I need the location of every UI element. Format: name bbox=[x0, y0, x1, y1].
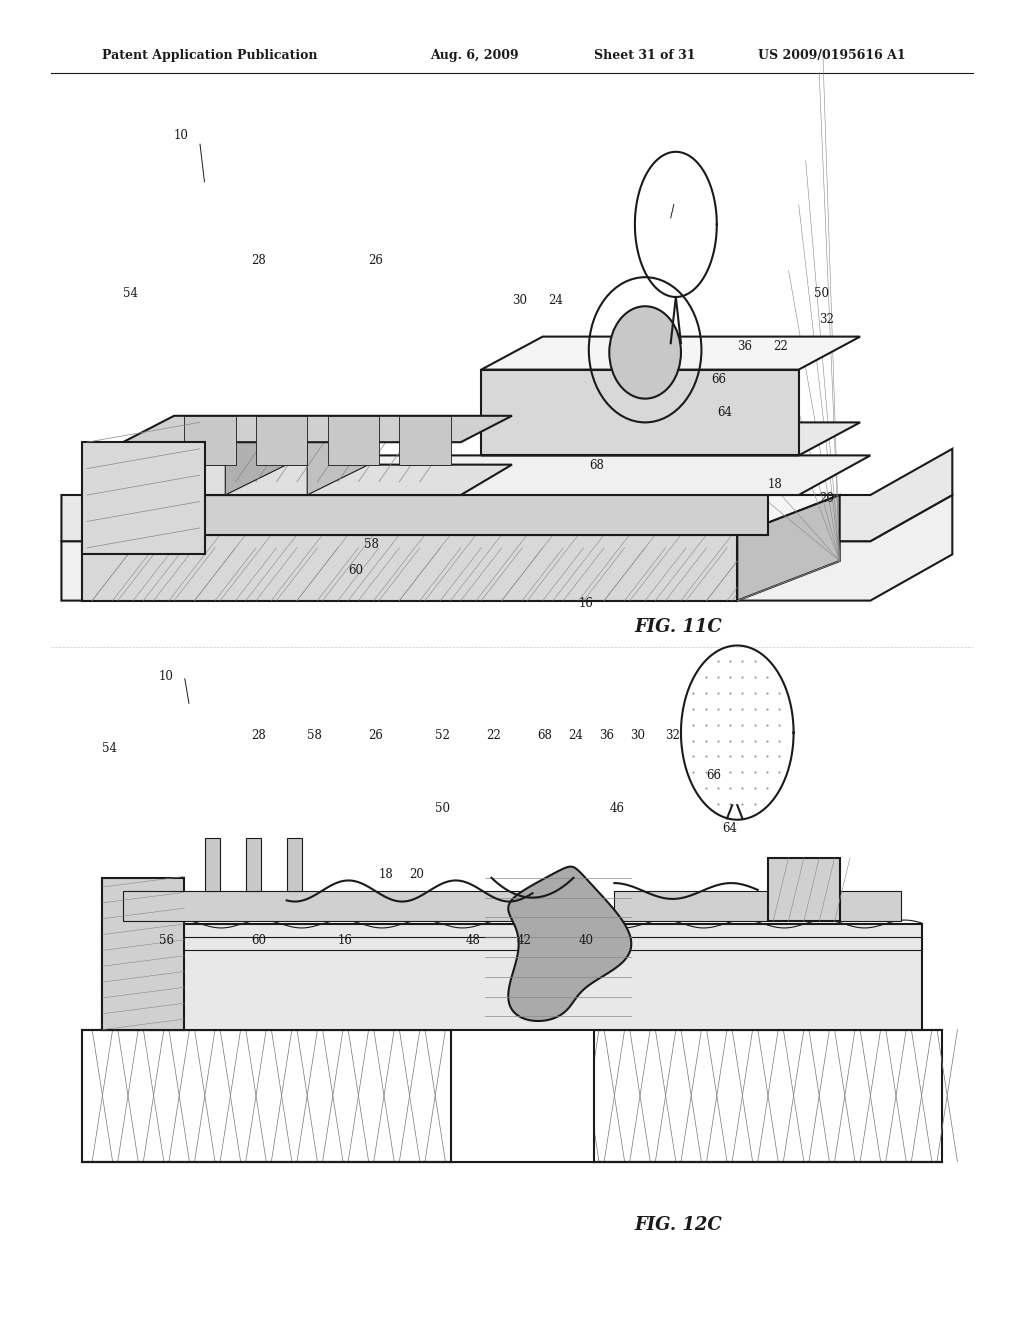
Text: US 2009/0195616 A1: US 2009/0195616 A1 bbox=[758, 49, 905, 62]
Text: 66: 66 bbox=[712, 372, 727, 385]
Text: 46: 46 bbox=[609, 801, 625, 814]
Polygon shape bbox=[102, 878, 184, 1030]
Text: 50: 50 bbox=[435, 801, 451, 814]
Text: Sheet 31 of 31: Sheet 31 of 31 bbox=[594, 49, 695, 62]
Polygon shape bbox=[154, 495, 768, 535]
Text: 16: 16 bbox=[338, 933, 353, 946]
Text: 56: 56 bbox=[159, 933, 174, 946]
Text: FIG. 12C: FIG. 12C bbox=[635, 1216, 723, 1234]
Text: FIG. 11C: FIG. 11C bbox=[635, 618, 723, 636]
Polygon shape bbox=[225, 416, 287, 495]
Text: 60: 60 bbox=[251, 933, 266, 946]
Text: 68: 68 bbox=[589, 458, 604, 471]
Text: Aug. 6, 2009: Aug. 6, 2009 bbox=[430, 49, 519, 62]
Text: 26: 26 bbox=[369, 729, 384, 742]
Text: 42: 42 bbox=[517, 933, 532, 946]
Polygon shape bbox=[154, 455, 870, 495]
Polygon shape bbox=[287, 838, 302, 891]
Text: 40: 40 bbox=[579, 933, 594, 946]
Polygon shape bbox=[61, 495, 952, 601]
Text: 18: 18 bbox=[379, 867, 393, 880]
Text: 24: 24 bbox=[548, 293, 563, 306]
Polygon shape bbox=[481, 422, 860, 455]
Polygon shape bbox=[154, 462, 840, 495]
Text: 32: 32 bbox=[819, 313, 835, 326]
Polygon shape bbox=[205, 838, 220, 891]
Text: 22: 22 bbox=[773, 339, 787, 352]
Polygon shape bbox=[768, 858, 840, 921]
Circle shape bbox=[609, 306, 681, 399]
Polygon shape bbox=[82, 495, 840, 535]
Polygon shape bbox=[123, 891, 532, 921]
Text: 28: 28 bbox=[251, 253, 265, 267]
Text: 28: 28 bbox=[251, 729, 265, 742]
Polygon shape bbox=[61, 449, 952, 541]
Polygon shape bbox=[481, 337, 860, 370]
Polygon shape bbox=[307, 416, 369, 495]
Text: 10: 10 bbox=[159, 669, 174, 682]
Polygon shape bbox=[508, 867, 631, 1020]
Text: 36: 36 bbox=[737, 339, 753, 352]
Polygon shape bbox=[82, 442, 205, 554]
Text: 10: 10 bbox=[174, 128, 189, 141]
Text: 16: 16 bbox=[579, 597, 594, 610]
Polygon shape bbox=[82, 1030, 942, 1162]
Text: 52: 52 bbox=[435, 729, 451, 742]
Polygon shape bbox=[328, 416, 379, 465]
Text: 18: 18 bbox=[768, 478, 782, 491]
Text: 20: 20 bbox=[410, 867, 425, 880]
Text: 54: 54 bbox=[102, 742, 118, 755]
Text: 60: 60 bbox=[348, 564, 364, 577]
Text: 30: 30 bbox=[630, 729, 645, 742]
Polygon shape bbox=[256, 416, 307, 465]
Polygon shape bbox=[399, 416, 451, 465]
Text: 64: 64 bbox=[722, 821, 737, 834]
Text: 58: 58 bbox=[364, 537, 379, 550]
Polygon shape bbox=[246, 838, 261, 891]
Text: 24: 24 bbox=[568, 729, 584, 742]
Text: Patent Application Publication: Patent Application Publication bbox=[102, 49, 317, 62]
Text: 30: 30 bbox=[512, 293, 527, 306]
Text: 50: 50 bbox=[814, 286, 829, 300]
Text: 36: 36 bbox=[599, 729, 614, 742]
Polygon shape bbox=[451, 1030, 594, 1162]
Text: 48: 48 bbox=[466, 933, 481, 946]
Text: 32: 32 bbox=[666, 729, 681, 742]
Polygon shape bbox=[82, 535, 737, 601]
Polygon shape bbox=[123, 416, 512, 442]
Text: 68: 68 bbox=[538, 729, 553, 742]
Text: 64: 64 bbox=[717, 405, 732, 418]
Text: 58: 58 bbox=[307, 729, 323, 742]
Polygon shape bbox=[184, 416, 236, 465]
Polygon shape bbox=[737, 495, 840, 601]
Text: 54: 54 bbox=[123, 286, 138, 300]
Polygon shape bbox=[614, 891, 901, 921]
Text: 26: 26 bbox=[369, 253, 384, 267]
Text: 66: 66 bbox=[707, 768, 722, 781]
Text: 20: 20 bbox=[819, 491, 835, 504]
Polygon shape bbox=[481, 370, 799, 455]
Polygon shape bbox=[102, 924, 922, 1030]
Polygon shape bbox=[102, 465, 512, 495]
Text: 22: 22 bbox=[486, 729, 501, 742]
